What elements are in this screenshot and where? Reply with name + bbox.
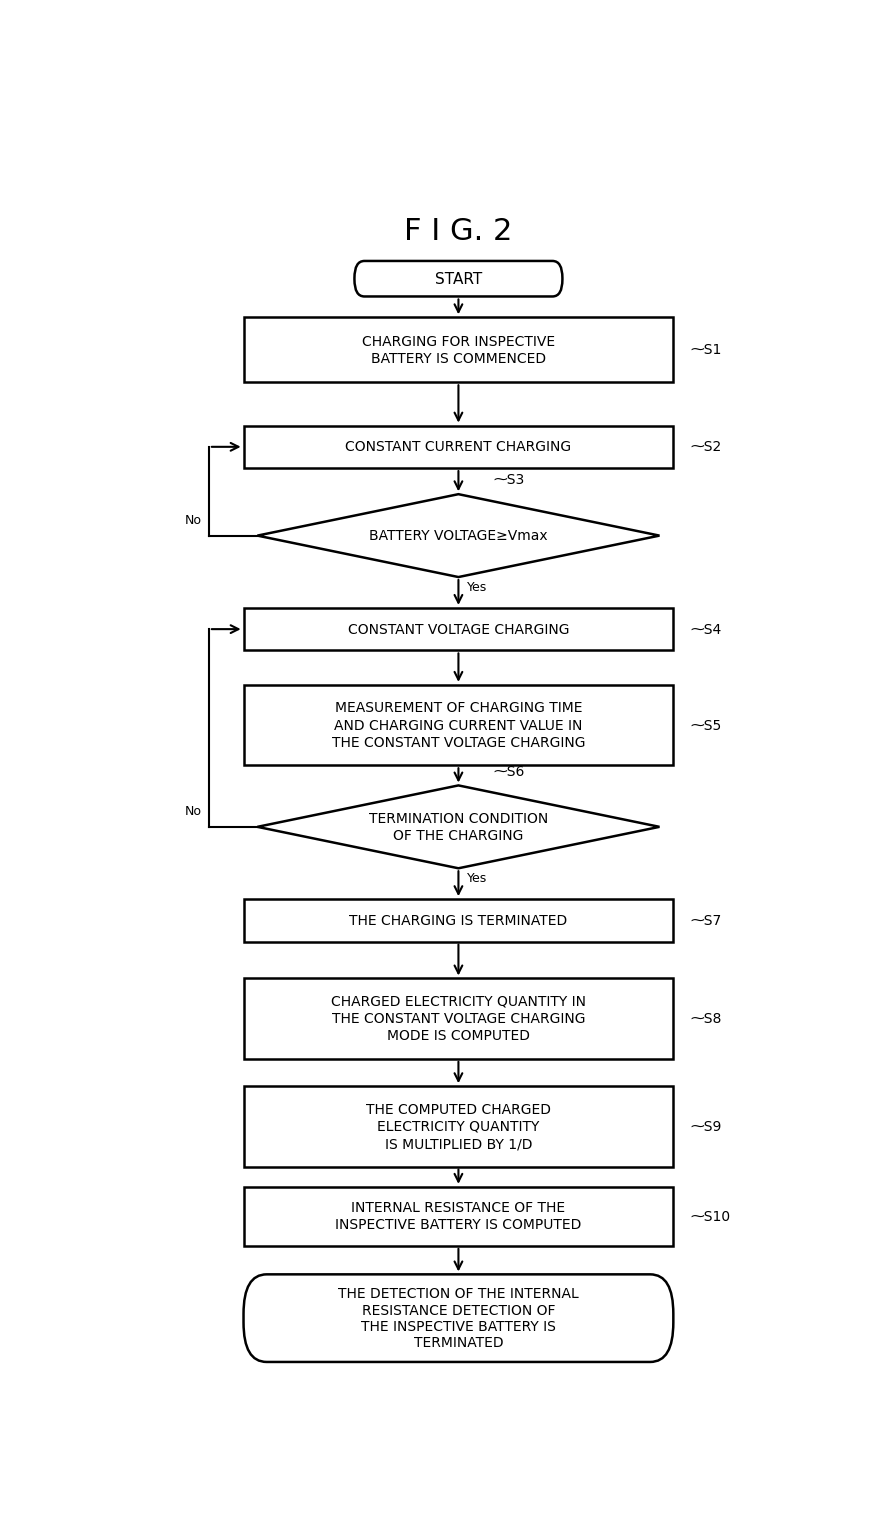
Polygon shape — [257, 785, 659, 868]
Text: CONSTANT CURRENT CHARGING: CONSTANT CURRENT CHARGING — [345, 440, 571, 453]
FancyBboxPatch shape — [243, 979, 673, 1059]
FancyBboxPatch shape — [243, 1187, 673, 1247]
Text: ⁓S8: ⁓S8 — [690, 1011, 721, 1025]
Polygon shape — [257, 495, 659, 578]
Text: ⁓S10: ⁓S10 — [690, 1210, 730, 1223]
Text: Yes: Yes — [468, 871, 487, 885]
FancyBboxPatch shape — [243, 426, 673, 469]
Text: ⁓S3: ⁓S3 — [493, 473, 524, 487]
Text: ⁓S4: ⁓S4 — [690, 622, 721, 636]
Text: ⁓S2: ⁓S2 — [690, 440, 721, 453]
Text: CHARGED ELECTRICITY QUANTITY IN
THE CONSTANT VOLTAGE CHARGING
MODE IS COMPUTED: CHARGED ELECTRICITY QUANTITY IN THE CONS… — [331, 994, 586, 1044]
Text: BATTERY VOLTAGE≥Vmax: BATTERY VOLTAGE≥Vmax — [369, 529, 547, 543]
Text: THE DETECTION OF THE INTERNAL
RESISTANCE DETECTION OF
THE INSPECTIVE BATTERY IS
: THE DETECTION OF THE INTERNAL RESISTANCE… — [338, 1286, 578, 1349]
Text: ⁓S6: ⁓S6 — [493, 764, 524, 778]
Text: ⁓S7: ⁓S7 — [690, 913, 721, 927]
Text: CHARGING FOR INSPECTIVE
BATTERY IS COMMENCED: CHARGING FOR INSPECTIVE BATTERY IS COMME… — [362, 335, 554, 366]
Text: CONSTANT VOLTAGE CHARGING: CONSTANT VOLTAGE CHARGING — [348, 622, 569, 636]
Text: No: No — [185, 513, 202, 527]
Text: ⁓S5: ⁓S5 — [690, 718, 721, 732]
Text: MEASUREMENT OF CHARGING TIME
AND CHARGING CURRENT VALUE IN
THE CONSTANT VOLTAGE : MEASUREMENT OF CHARGING TIME AND CHARGIN… — [332, 701, 585, 750]
Text: No: No — [185, 804, 202, 818]
FancyBboxPatch shape — [243, 899, 673, 942]
Text: Yes: Yes — [468, 581, 487, 593]
FancyBboxPatch shape — [354, 261, 562, 297]
Text: THE CHARGING IS TERMINATED: THE CHARGING IS TERMINATED — [350, 913, 567, 927]
Text: START: START — [434, 272, 482, 286]
Text: THE COMPUTED CHARGED
ELECTRICITY QUANTITY
IS MULTIPLIED BY 1/D: THE COMPUTED CHARGED ELECTRICITY QUANTIT… — [366, 1102, 551, 1151]
Text: ⁓S9: ⁓S9 — [690, 1119, 721, 1133]
FancyBboxPatch shape — [243, 1274, 673, 1362]
Text: F I G. 2: F I G. 2 — [404, 217, 512, 246]
FancyBboxPatch shape — [243, 318, 673, 383]
FancyBboxPatch shape — [243, 1087, 673, 1167]
Text: TERMINATION CONDITION
OF THE CHARGING: TERMINATION CONDITION OF THE CHARGING — [368, 812, 548, 842]
FancyBboxPatch shape — [243, 686, 673, 765]
Text: INTERNAL RESISTANCE OF THE
INSPECTIVE BATTERY IS COMPUTED: INTERNAL RESISTANCE OF THE INSPECTIVE BA… — [335, 1200, 581, 1233]
Text: ⁓S1: ⁓S1 — [690, 343, 721, 357]
FancyBboxPatch shape — [243, 609, 673, 650]
